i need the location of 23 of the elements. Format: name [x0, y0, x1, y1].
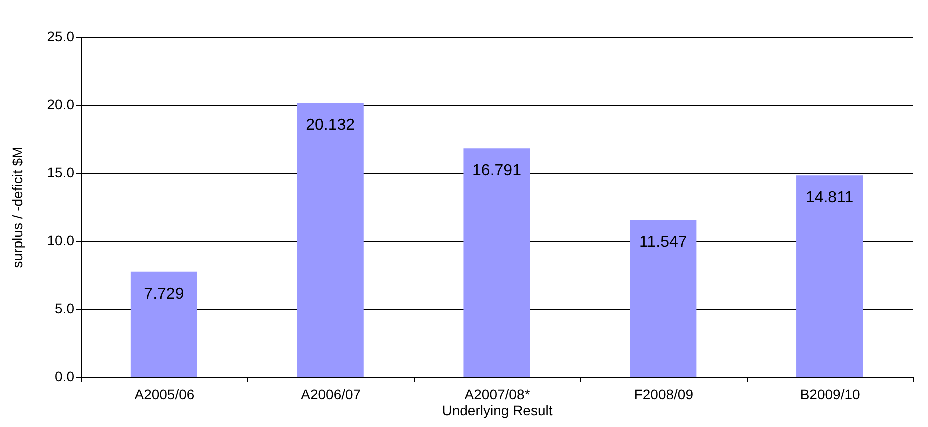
y-tick-label: 5.0	[55, 300, 75, 316]
y-tick-label: 0.0	[55, 368, 75, 384]
x-tick-label: A2005/06	[134, 386, 195, 402]
x-axis-title: Underlying Result	[442, 402, 553, 418]
bar	[630, 220, 697, 377]
data-label: 14.811	[806, 190, 854, 207]
bar	[297, 103, 364, 377]
data-label: 7.729	[144, 286, 184, 303]
y-tick-label: 20.0	[47, 96, 75, 112]
data-label: 20.132	[306, 117, 356, 134]
data-label: 16.791	[472, 162, 522, 180]
x-tick-label: F2008/09	[634, 386, 694, 402]
y-tick-label: 15.0	[47, 164, 75, 180]
x-tick-label: A2006/07	[301, 386, 362, 402]
bar	[464, 148, 530, 377]
x-tick-label: A2007/08*	[464, 386, 531, 402]
bar	[130, 272, 198, 377]
bar	[796, 176, 864, 377]
x-tick-label: B2009/10	[800, 386, 860, 402]
y-tick-label: 10.0	[47, 232, 75, 248]
y-tick-label: 25.0	[47, 28, 75, 44]
y-axis-title: surplus / -deficit $M	[9, 146, 26, 268]
data-label: 11.547	[640, 234, 688, 251]
